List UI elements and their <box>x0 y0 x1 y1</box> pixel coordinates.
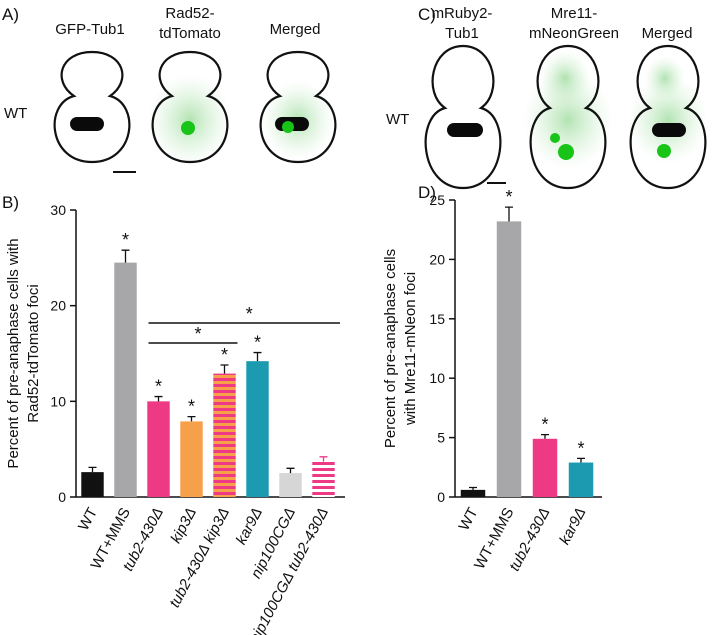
green-focus <box>558 144 574 160</box>
text-line: Rad52- <box>165 5 214 22</box>
spindle <box>652 123 686 137</box>
panel-label: D) <box>418 183 436 202</box>
error-bar <box>319 456 328 462</box>
bar <box>460 489 486 497</box>
significance-star: * <box>122 230 129 250</box>
error-bar <box>286 467 295 474</box>
text-line: Merged <box>642 25 693 42</box>
error-bar <box>187 415 196 422</box>
significance-star: * <box>221 345 228 365</box>
error-bar <box>469 486 477 490</box>
y-axis-title: Percent of pre-anaphase cells with Mre11-… <box>382 249 419 448</box>
cell-outline <box>529 44 607 190</box>
error-bar <box>154 395 163 402</box>
green-focus <box>181 121 195 135</box>
error-bar <box>505 206 513 222</box>
y-tick-label: 10 <box>429 370 445 386</box>
green-glow <box>523 70 613 170</box>
x-tick-label: WT <box>75 505 101 534</box>
green-glow <box>148 73 232 167</box>
text-line: tdTomato <box>159 25 221 42</box>
bar <box>213 373 236 497</box>
panel-label: A) <box>2 5 19 24</box>
text-line: Mre11- <box>551 5 597 22</box>
text-line: mNeonGreen <box>529 25 619 42</box>
bar <box>114 262 137 497</box>
error-bar <box>577 457 585 463</box>
error-bar <box>220 364 229 374</box>
panel-label: B) <box>2 193 19 212</box>
significance-star: * <box>188 397 195 417</box>
significance-star: * <box>155 377 162 397</box>
spindle <box>70 117 104 131</box>
text-line: GFP-Tub1 <box>55 21 124 38</box>
y-tick-label: 15 <box>429 311 445 327</box>
cell-outline <box>259 50 337 164</box>
green-focus <box>657 144 671 158</box>
bar <box>147 401 170 497</box>
green-focus <box>550 133 560 143</box>
y-tick-label: 25 <box>429 192 445 208</box>
green-focus <box>282 121 294 133</box>
error-bar <box>541 433 549 439</box>
significance-star: * <box>194 324 201 344</box>
y-tick-label: 20 <box>429 251 445 267</box>
bar <box>496 221 522 497</box>
significance-star: * <box>541 415 548 435</box>
row-label: WT <box>386 111 409 128</box>
y-tick-label: 30 <box>50 202 66 218</box>
spindle <box>447 123 483 137</box>
bar <box>81 472 104 497</box>
y-tick-label: 10 <box>50 393 66 409</box>
panel-label: C) <box>418 5 436 24</box>
bar <box>568 462 594 497</box>
bar <box>279 473 302 497</box>
y-label-line: Rad52-tdTomato foci <box>25 284 42 422</box>
y-label-line: Percent of pre-anaphase cells with <box>5 238 22 468</box>
cell-outline <box>53 50 131 164</box>
significance-star: * <box>246 304 253 324</box>
significance-star: * <box>577 438 584 458</box>
error-bar <box>121 249 130 263</box>
text-line: Tub1 <box>445 25 479 42</box>
text-line: Merged <box>270 21 321 38</box>
bar <box>532 438 558 497</box>
green-glow <box>540 50 590 106</box>
cell-outline <box>629 44 707 190</box>
bar <box>312 461 335 497</box>
x-tick-label: kar9Δ <box>233 505 266 548</box>
bar <box>246 361 269 497</box>
cell-outline <box>151 50 229 164</box>
row-label: WT <box>4 105 27 122</box>
green-glow <box>645 56 685 100</box>
x-tick-label: kar9Δ <box>556 505 589 548</box>
green-glow <box>628 76 708 164</box>
cell-outline <box>424 44 502 190</box>
significance-star: * <box>254 333 261 353</box>
x-tick-label: kip3Δ <box>167 505 200 546</box>
significance-star: * <box>505 187 512 207</box>
error-bar <box>88 466 97 473</box>
text-line: mRuby2- <box>432 5 493 22</box>
y-tick-label: 5 <box>437 430 445 446</box>
y-tick-label: 20 <box>50 298 66 314</box>
y-tick-label: 0 <box>437 489 445 505</box>
y-label-line: Percent of pre-anaphase cells <box>382 249 399 448</box>
y-axis-title: Percent of pre-anaphase cells with Rad52-… <box>5 238 42 468</box>
bar <box>180 421 203 497</box>
y-label-line: with Mre11-mNeon foci <box>402 272 419 426</box>
error-bar <box>253 351 262 362</box>
y-tick-label: 0 <box>58 489 66 505</box>
x-tick-label: WT <box>456 505 482 534</box>
